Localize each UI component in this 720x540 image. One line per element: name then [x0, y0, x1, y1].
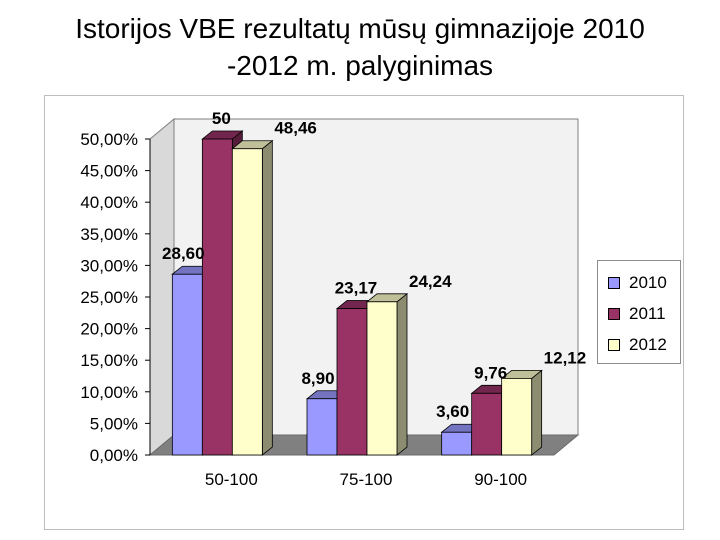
bar-2010-50-100	[171, 273, 203, 456]
legend: 2010 2011 2012	[597, 260, 681, 364]
bar-side-2012-90-100	[531, 369, 543, 456]
data-label-2010-90-100: 3,60	[436, 402, 469, 421]
bar-2012-75-100	[366, 301, 398, 456]
x-tick-label: 50-100	[205, 470, 258, 489]
chart-title-line-2: -2012 m. palyginimas	[226, 50, 494, 81]
bar-2011-75-100	[336, 308, 368, 456]
bar-2010-90-100	[441, 431, 473, 456]
y-tick-label: 40,00%	[80, 193, 138, 212]
legend-item-2012: 2012	[598, 329, 680, 360]
legend-item-2010: 2010	[598, 267, 680, 298]
data-label-2011-75-100: 23,17	[335, 279, 378, 298]
data-label-2012-50-100: 48,46	[274, 119, 317, 138]
bar-2012-90-100	[501, 378, 533, 456]
data-label-2011-90-100: 9,76	[474, 363, 507, 382]
legend-swatch-2011	[608, 307, 620, 320]
bar-2012-50-100	[231, 148, 263, 456]
data-label-2012-90-100: 12,12	[544, 348, 587, 367]
chart-title: Istorijos VBE rezultatų mūsų gimnazijoje…	[0, 10, 720, 84]
legend-label-2011: 2011	[629, 303, 666, 323]
y-tick-label: 15,00%	[80, 351, 138, 370]
legend-swatch-2010	[608, 276, 620, 289]
legend-label-2012: 2012	[629, 334, 667, 354]
y-tick-label: 10,00%	[80, 383, 138, 402]
x-tick-label: 75-100	[340, 470, 393, 489]
y-tick-label: 0,00%	[90, 446, 138, 465]
bar-2011-50-100	[201, 138, 233, 456]
chart-title-line-1: Istorijos VBE rezultatų mūsų gimnazijoje…	[75, 13, 645, 44]
bar-2011-90-100	[471, 392, 503, 456]
y-tick-label: 50,00%	[80, 130, 138, 149]
legend-item-2011: 2011	[598, 298, 680, 329]
y-tick-label: 35,00%	[80, 225, 138, 244]
y-tick-label: 45,00%	[80, 162, 138, 181]
y-tick-label: 5,00%	[90, 414, 138, 433]
data-label-2012-75-100: 24,24	[409, 272, 452, 291]
bar-side-2012-75-100	[396, 292, 408, 456]
bar-side-2012-50-100	[261, 139, 273, 456]
y-tick-label: 20,00%	[80, 320, 138, 339]
y-tick-label: 25,00%	[80, 288, 138, 307]
x-tick-label: 90-100	[474, 470, 527, 489]
legend-swatch-2012	[608, 338, 620, 351]
data-label-2011-50-100: 50	[212, 109, 231, 128]
legend-label-2010: 2010	[629, 272, 667, 292]
bar-2010-75-100	[306, 398, 338, 456]
side-wall	[149, 117, 175, 457]
data-label-2010-75-100: 8,90	[301, 369, 334, 388]
data-label-2010-50-100: 28,60	[162, 244, 205, 263]
y-tick-label: 30,00%	[80, 256, 138, 275]
